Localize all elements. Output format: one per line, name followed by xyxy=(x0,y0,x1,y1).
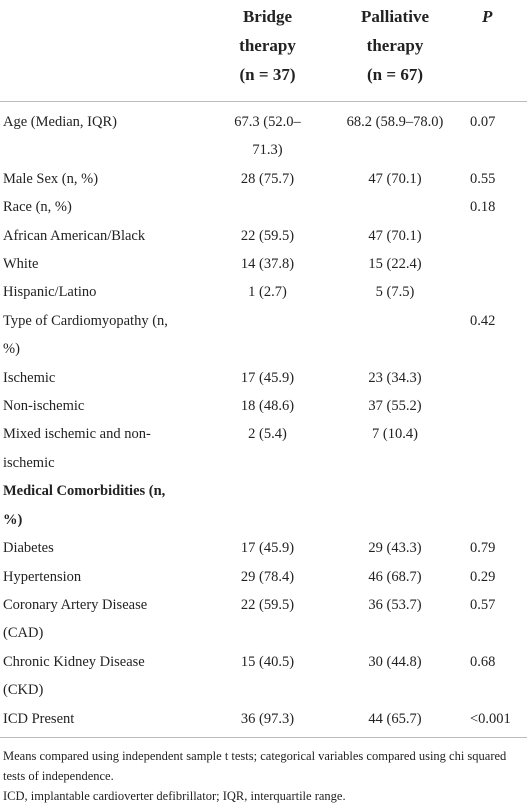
table-cell: 22 (59.5) xyxy=(240,596,295,613)
table-cell: 0.55 xyxy=(470,170,496,187)
table-cell: 47 (70.1) xyxy=(368,170,422,187)
empty-cell xyxy=(215,307,320,364)
header-cell: Bridge therapy (n = 37) xyxy=(215,0,320,102)
empty-cell xyxy=(320,193,470,221)
table-cell: 17 (45.9) xyxy=(240,369,295,386)
header-line: Palliative therapy xyxy=(361,7,429,55)
table-cell: 18 (48.6) xyxy=(240,398,295,415)
table-cell: 47 (70.1) xyxy=(368,227,422,244)
table-cell: White xyxy=(3,256,39,273)
empty-cell xyxy=(320,477,470,534)
table-cell: 0.29 xyxy=(470,568,496,585)
table: Bridge therapy (n = 37) Palliative therapy… xyxy=(0,0,527,737)
table-row: Age (Median, IQR) 67.3 (52.0–71.3) 68.2 (5… xyxy=(0,102,527,165)
table-cell: 0.18 xyxy=(470,199,496,216)
table-row: Hypertension 29 (78.4) 46 (68.7) 0.29 xyxy=(0,563,527,591)
table-cell: 7 (10.4) xyxy=(372,426,418,443)
table-cell: 2 (5.4) xyxy=(248,426,287,443)
table-cell: Race (n, %) xyxy=(3,199,72,216)
table-row: Mixed ischemic and non-ischemic 2 (5.4) 7 … xyxy=(0,420,527,477)
footnote: ICD, implantable cardioverter defibrilla… xyxy=(3,788,346,803)
table-row: Male Sex (n, %) 28 (75.7) 47 (70.1) 0.55 xyxy=(0,165,527,193)
table-row: Chronic Kidney Disease (CKD) 15 (40.5) 30 … xyxy=(0,648,527,705)
empty-cell xyxy=(215,193,320,221)
table-cell: 30 (44.8) xyxy=(368,653,422,670)
table-cell: 0.79 xyxy=(470,540,496,557)
table-cell: 28 (75.7) xyxy=(240,170,295,187)
header-cell xyxy=(0,0,215,102)
empty-cell xyxy=(470,250,527,278)
table-cell: 36 (53.7) xyxy=(368,596,422,613)
table-body: Age (Median, IQR) 67.3 (52.0–71.3) 68.2 (5… xyxy=(0,102,527,737)
table-cell: 1 (2.7) xyxy=(248,284,287,301)
table-row: Medical Comorbidities (n, %) xyxy=(0,477,527,534)
table-cell: Coronary Artery Disease (CAD) xyxy=(3,596,148,642)
empty-cell xyxy=(320,307,470,364)
table-cell: 67.3 (52.0–71.3) xyxy=(234,114,301,159)
table-cell: 36 (97.3) xyxy=(240,710,295,727)
table-cell: 14 (37.8) xyxy=(240,256,295,273)
table-cell: Mixed ischemic and non-ischemic xyxy=(3,426,151,471)
table-row: African American/Black 22 (59.5) 47 (70.1) xyxy=(0,222,527,250)
table-cell: 68.2 (58.9–78.0) xyxy=(346,114,444,130)
empty-cell xyxy=(470,278,527,306)
table-row: Non-ischemic 18 (48.6) 37 (55.2) xyxy=(0,392,527,420)
table-row: Type of Cardiomyopathy (n, %) 0.42 xyxy=(0,307,527,364)
table-cell: <0.001 xyxy=(470,710,511,727)
table-cell: Hypertension xyxy=(3,568,82,585)
header-cell: Palliative therapy (n = 67) xyxy=(320,0,470,102)
table-cell: 0.07 xyxy=(470,114,496,130)
header-text: Bridge therapy (n = 37) xyxy=(218,2,318,89)
footnote: Means compared using independent sample … xyxy=(3,748,507,783)
table-row: Coronary Artery Disease (CAD) 22 (59.5) 36… xyxy=(0,591,527,648)
empty-cell xyxy=(215,477,320,534)
table-cell: 15 (22.4) xyxy=(368,256,422,273)
table-cell: 0.68 xyxy=(470,653,496,670)
table-cell: African American/Black xyxy=(3,227,146,244)
empty-cell xyxy=(470,392,527,420)
empty-cell xyxy=(470,420,527,477)
table-header: Bridge therapy (n = 37) Palliative therapy… xyxy=(0,0,527,102)
table-row: White 14 (37.8) 15 (22.4) xyxy=(0,250,527,278)
table-cell: Chronic Kidney Disease (CKD) xyxy=(3,653,145,699)
table-cell: 37 (55.2) xyxy=(368,398,422,415)
header-cell: P xyxy=(470,0,527,102)
table-cell: 0.42 xyxy=(470,312,496,329)
table-cell: 23 (34.3) xyxy=(368,369,422,386)
table-cell: 46 (68.7) xyxy=(368,568,422,585)
header-row: Bridge therapy (n = 37) Palliative therapy… xyxy=(0,0,527,102)
footnotes: Means compared using independent sample … xyxy=(0,736,527,806)
table-cell: Diabetes xyxy=(3,540,54,557)
header-line: (n = 67) xyxy=(367,65,423,84)
table-cell: Hispanic/Latino xyxy=(3,284,97,301)
table-cell: Non-ischemic xyxy=(3,398,85,415)
table-cell: Age (Median, IQR) xyxy=(3,114,117,130)
header-text: Palliative therapy (n = 67) xyxy=(345,2,445,89)
table-cell: Ischemic xyxy=(3,369,56,386)
table-cell: 29 (43.3) xyxy=(368,540,422,557)
table-cell: ICD Present xyxy=(3,710,75,727)
table-row: Race (n, %) 0.18 xyxy=(0,193,527,221)
header-line: (n = 37) xyxy=(239,65,296,84)
table-cell: Male Sex (n, %) xyxy=(3,170,99,187)
table-cell: 0.57 xyxy=(470,596,496,613)
header-line: Bridge therapy xyxy=(239,7,296,55)
table-row: Hispanic/Latino 1 (2.7) 5 (7.5) xyxy=(0,278,527,306)
empty-cell xyxy=(470,477,527,534)
table-cell: Type of Cardiomyopathy (n, %) xyxy=(3,312,168,358)
table-row: Ischemic 17 (45.9) 23 (34.3) xyxy=(0,364,527,392)
table-cell: 17 (45.9) xyxy=(240,540,295,557)
table-cell: 29 (78.4) xyxy=(240,568,295,585)
table-cell: 22 (59.5) xyxy=(240,227,295,244)
table-cell: Medical Comorbidities (n, %) xyxy=(3,483,166,528)
table-row: ICD Present 36 (97.3) 44 (65.7) <0.001 xyxy=(0,705,527,737)
table-row: Diabetes 17 (45.9) 29 (43.3) 0.79 xyxy=(0,534,527,562)
table-cell: 44 (65.7) xyxy=(368,710,422,727)
table-cell: 5 (7.5) xyxy=(375,284,415,301)
table-cell: 15 (40.5) xyxy=(240,653,295,670)
empty-cell xyxy=(470,364,527,392)
empty-cell xyxy=(470,222,527,250)
